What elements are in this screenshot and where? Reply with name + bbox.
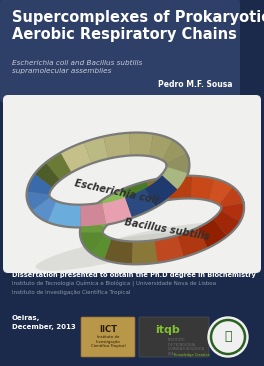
- Circle shape: [208, 317, 248, 357]
- Text: Escherichia coli: Escherichia coli: [73, 178, 159, 206]
- Text: Supercomplexes of Prokaryotic
Aerobic Respiratory Chains: Supercomplexes of Prokaryotic Aerobic Re…: [12, 10, 264, 42]
- Text: INSTITUTO
DE TECNOLOGIA
QUÍMICA E BIOLÓGICA
LDA.: INSTITUTO DE TECNOLOGIA QUÍMICA E BIOLÓG…: [168, 338, 204, 356]
- Text: Instituto de Tecnologia Química e Biológica | Universidade Nova de Lisboa
Instit: Instituto de Tecnologia Química e Biológ…: [12, 281, 216, 295]
- Text: Ⓤ: Ⓤ: [224, 330, 232, 344]
- Text: Bacillus subtilis: Bacillus subtilis: [124, 218, 210, 242]
- Text: Dissertation presented to obtain the Ph.D degree in Biochemistry: Dissertation presented to obtain the Ph.…: [12, 272, 256, 278]
- FancyBboxPatch shape: [0, 0, 240, 103]
- Text: Instituto de
Investigação
Científica Tropical: Instituto de Investigação Científica Tro…: [91, 335, 125, 348]
- Text: Pedro M.F. Sousa: Pedro M.F. Sousa: [158, 80, 232, 89]
- FancyBboxPatch shape: [81, 317, 135, 357]
- Text: itqb: itqb: [155, 325, 180, 335]
- Text: Knowledge Creation: Knowledge Creation: [174, 353, 210, 357]
- Text: Oeiras,
December, 2013: Oeiras, December, 2013: [12, 315, 76, 329]
- Text: IICT: IICT: [99, 325, 117, 334]
- FancyBboxPatch shape: [3, 95, 261, 273]
- Ellipse shape: [36, 233, 180, 271]
- FancyBboxPatch shape: [139, 317, 209, 357]
- Text: Escherichia coli and Bacillus subtilis
supramolecular assemblies: Escherichia coli and Bacillus subtilis s…: [12, 60, 142, 74]
- Ellipse shape: [92, 222, 238, 254]
